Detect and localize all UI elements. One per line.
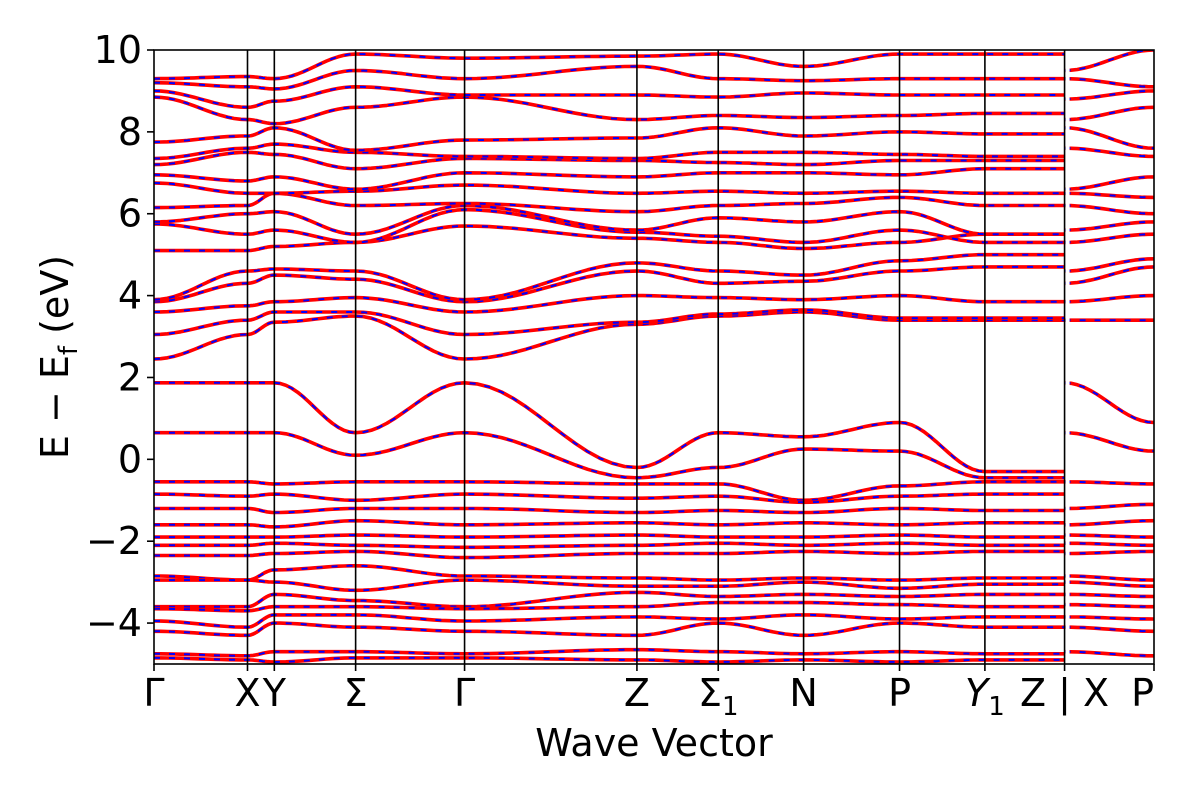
band-line-61 bbox=[1064, 625, 1154, 634]
band-lines bbox=[154, 50, 1154, 664]
y-axis-label-subscript: f bbox=[54, 345, 84, 355]
band-line-43 bbox=[1064, 518, 1154, 527]
y-tick-label: 2 bbox=[118, 355, 142, 399]
x-tick-label: X bbox=[234, 671, 260, 715]
band-line-overlay-29 bbox=[154, 96, 1065, 125]
band-line-2 bbox=[154, 430, 1065, 480]
band-line-overlay-9 bbox=[154, 265, 1065, 303]
band-line-overlay-15 bbox=[154, 208, 1065, 244]
x-tick-label: Γ bbox=[143, 671, 164, 715]
band-line-53 bbox=[1064, 580, 1154, 588]
band-line-7 bbox=[154, 293, 1065, 314]
band-line-overlay-6 bbox=[154, 308, 1065, 336]
band-line-47 bbox=[1064, 541, 1154, 548]
band-line-52 bbox=[154, 578, 1065, 593]
x-tick-label: P bbox=[1131, 671, 1154, 715]
band-line-overlay-30 bbox=[1064, 106, 1154, 121]
band-line-overlay-10 bbox=[1064, 265, 1154, 285]
y-axis-label-unit: (eV) bbox=[33, 255, 77, 346]
band-line-57 bbox=[1064, 602, 1154, 609]
band-line-21 bbox=[1064, 191, 1154, 200]
plot-frame bbox=[153, 49, 1155, 665]
band-line-59 bbox=[1064, 615, 1154, 621]
x-tick-label: Σ1 bbox=[698, 671, 739, 722]
band-line-overlay-28 bbox=[1064, 126, 1154, 150]
band-line-34 bbox=[1064, 76, 1154, 89]
band-line-38 bbox=[1064, 480, 1154, 486]
band-line-27 bbox=[154, 126, 1065, 153]
band-line-overlay-2 bbox=[154, 431, 1065, 479]
band-line-41 bbox=[1064, 502, 1154, 511]
band-line-16 bbox=[1064, 220, 1154, 232]
high-symmetry-lines bbox=[246, 50, 1070, 664]
y-axis-label: E − Ef (eV) bbox=[33, 255, 84, 459]
band-line-overlay-36 bbox=[1064, 50, 1154, 72]
band-line-45 bbox=[1064, 533, 1154, 539]
band-line-overlay-27 bbox=[154, 126, 1065, 152]
band-line-55 bbox=[1064, 592, 1154, 599]
y-tick-label: −2 bbox=[86, 519, 142, 563]
band-line-31 bbox=[154, 85, 1065, 110]
band-line-63 bbox=[1064, 649, 1154, 658]
y-tick-label: 8 bbox=[118, 110, 142, 154]
x-tick-label: Z bbox=[624, 671, 650, 715]
x-tick-label: Y1 bbox=[965, 671, 1005, 722]
x-tick-label: Z | X bbox=[1020, 671, 1109, 716]
y-ticks: −4 −2 0 2 4 6 8 10 bbox=[86, 28, 154, 645]
band-line-19 bbox=[1064, 203, 1154, 216]
band-line-51 bbox=[1064, 574, 1154, 582]
band-line-overlay-3 bbox=[1064, 431, 1154, 453]
band-line-overlay-12 bbox=[1064, 257, 1154, 272]
band-line-overlay-35 bbox=[154, 53, 1065, 80]
band-line-14 bbox=[1064, 232, 1154, 245]
x-axis-label: Wave Vector bbox=[535, 721, 773, 765]
x-tick-label: Γ bbox=[454, 671, 475, 715]
band-line-25 bbox=[1064, 146, 1154, 159]
path-break-gap bbox=[1065, 51, 1070, 663]
y-tick-label: 0 bbox=[118, 437, 142, 481]
x-ticks: Γ X Y Σ Γ Z Σ1 N P Y1 Z | X P bbox=[143, 664, 1155, 722]
band-line-32 bbox=[1064, 89, 1154, 101]
y-tick-label: 6 bbox=[118, 192, 142, 236]
band-line-49 bbox=[1064, 549, 1154, 556]
y-axis-label-main: E − E bbox=[33, 355, 77, 459]
band-line-overlay-4 bbox=[154, 311, 1065, 361]
band-line-18 bbox=[154, 191, 1065, 214]
band-line-overlay-1 bbox=[1064, 381, 1154, 424]
x-tick-label: N bbox=[789, 671, 817, 715]
y-tick-label: 4 bbox=[118, 274, 142, 318]
band-line-overlay-60 bbox=[154, 622, 1065, 637]
y-tick-label: −4 bbox=[86, 601, 142, 645]
band-line-20 bbox=[154, 181, 1065, 196]
band-line-overlay-23 bbox=[1064, 175, 1154, 191]
x-tick-label: Y bbox=[262, 671, 287, 715]
band-line-overlay-31 bbox=[154, 85, 1065, 109]
band-line-8 bbox=[1064, 293, 1154, 304]
x-tick-label: Σ bbox=[344, 671, 368, 715]
band-line-50 bbox=[154, 564, 1065, 582]
x-tick-label: P bbox=[888, 671, 911, 715]
y-tick-label: 10 bbox=[94, 28, 142, 72]
